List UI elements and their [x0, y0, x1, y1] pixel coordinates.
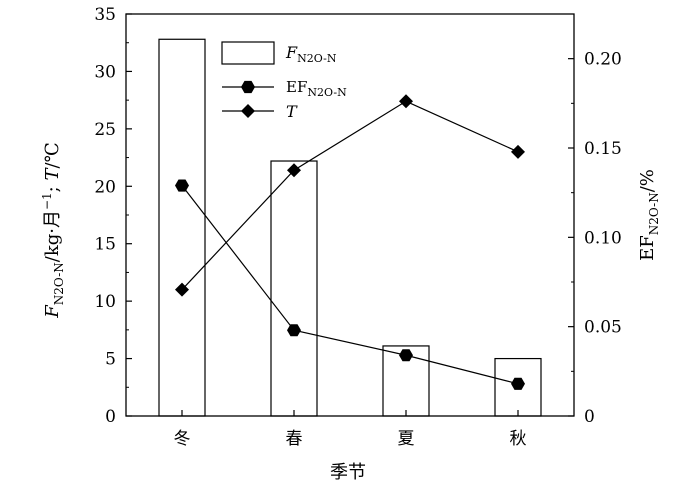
- x-tick-label-1: 冬: [174, 429, 191, 449]
- y-right-tick-label-4: 0.20: [584, 50, 622, 70]
- y-axis-left-label: FN2O-N/kg·月−1; T/℃: [40, 142, 66, 318]
- legend-swatch-bar: [221, 41, 275, 65]
- y-left-tick-label-3: 15: [94, 235, 116, 255]
- svg-text:EFN2O-N/%: EFN2O-N/%: [637, 169, 661, 261]
- point-t-3: [399, 94, 413, 109]
- legend-label-t: T: [286, 102, 298, 121]
- y-left-tick-label-6: 30: [94, 62, 116, 82]
- y-right-tick-label-2: 0.10: [584, 228, 622, 248]
- point-t-2: [287, 163, 301, 178]
- y-axis-right-label: EFN2O-N/%: [637, 169, 661, 261]
- bar-2: [270, 160, 318, 417]
- y-left-tick-label-2: 10: [94, 292, 116, 312]
- legend-label-bar: FN2O-N: [285, 43, 337, 65]
- ylabel-left-sup: −1: [40, 192, 54, 210]
- point-ef-3: [399, 349, 413, 362]
- legend-swatch-ef-marker: [241, 80, 255, 94]
- ylabel-left-unit: /℃: [42, 142, 63, 168]
- x-tick-label-2: 春: [286, 429, 303, 449]
- ylabel-left-sub: N2O-N: [52, 262, 66, 305]
- svg-text:FN2O-N/kg·月−1; T/℃: FN2O-N/kg·月−1; T/℃: [40, 142, 66, 318]
- ylabel-right-sub: N2O-N: [647, 192, 661, 235]
- y-right-tick-label-0: 0: [584, 407, 595, 427]
- legend-swatch-t-marker: [241, 104, 255, 118]
- series-line-t: [181, 100, 519, 291]
- ylabel-left-t: T: [42, 167, 63, 181]
- legend: FN2O-N EFN2O-N T: [221, 41, 347, 121]
- y-left-tick-label-0: 0: [105, 407, 116, 427]
- ylabel-right-main: EF: [637, 235, 658, 261]
- point-t-1: [175, 282, 189, 297]
- point-ef-2: [287, 324, 301, 337]
- y-left-tick-label-1: 5: [105, 350, 116, 370]
- y-left-tick-label-7: 35: [94, 5, 116, 25]
- point-ef-1: [175, 179, 189, 192]
- x-tick-label-3: 夏: [398, 429, 415, 449]
- ylabel-left-main: F: [42, 304, 63, 319]
- x-axis-label: 季节: [330, 462, 366, 483]
- y-left-tick-label-5: 25: [94, 120, 116, 140]
- y-right-tick-label-1: 0.05: [584, 318, 622, 338]
- ylabel-right-rest: /%: [637, 169, 658, 192]
- point-t-4: [511, 144, 525, 159]
- point-ef-4: [511, 377, 525, 390]
- bar-1: [158, 38, 206, 417]
- x-tick-label-4: 秋: [510, 429, 527, 449]
- ylabel-left-rest: /kg·月: [42, 210, 63, 262]
- y-left-tick-label-4: 20: [94, 177, 116, 197]
- series-line-ef: [181, 185, 519, 385]
- plot-area: 0 5 10 15 20 25 30 35 0 0.05 0.10 0.15 0.20 冬 春 夏 秋: [94, 5, 622, 449]
- legend-label-ef: EFN2O-N: [286, 78, 347, 99]
- y-right-tick-label-3: 0.15: [584, 139, 622, 159]
- ylabel-left-tail: ;: [42, 181, 63, 193]
